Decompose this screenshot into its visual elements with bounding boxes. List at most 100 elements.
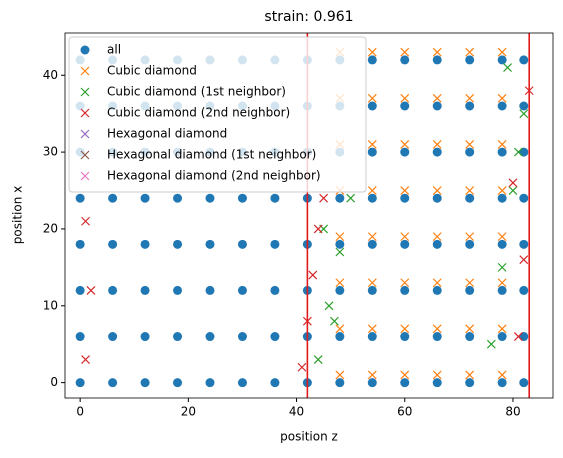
legend-marker bbox=[80, 66, 90, 76]
point bbox=[519, 378, 529, 388]
point bbox=[346, 193, 356, 203]
point bbox=[237, 378, 247, 388]
legend: all Cubic diamond Cubic diamond (1st neigh… bbox=[68, 36, 367, 193]
legend-label: Hexagonal diamond bbox=[107, 127, 227, 141]
point bbox=[519, 101, 529, 111]
point bbox=[335, 278, 345, 288]
legend-marker bbox=[80, 45, 90, 55]
point bbox=[330, 316, 339, 326]
point bbox=[465, 370, 475, 380]
point bbox=[432, 139, 442, 149]
y-axis-label: position x bbox=[11, 186, 25, 244]
point bbox=[513, 147, 523, 157]
point bbox=[75, 193, 85, 203]
point bbox=[205, 193, 215, 203]
legend-label: Hexagonal diamond (2nd neighbor) bbox=[107, 169, 321, 183]
x-tick-label: 80 bbox=[505, 405, 520, 419]
point bbox=[173, 239, 183, 249]
legend-marker bbox=[80, 129, 90, 139]
point bbox=[400, 55, 410, 65]
legend-marker bbox=[80, 150, 90, 160]
point bbox=[75, 378, 85, 388]
point bbox=[108, 285, 118, 295]
point bbox=[367, 101, 377, 111]
y-tick-label: 40 bbox=[43, 68, 58, 82]
point bbox=[308, 270, 318, 280]
point bbox=[367, 285, 377, 295]
point bbox=[497, 186, 507, 195]
legend-label: Cubic diamond (2nd neighbor) bbox=[107, 106, 290, 120]
point bbox=[400, 147, 410, 157]
point bbox=[432, 186, 442, 195]
point bbox=[140, 285, 150, 295]
point bbox=[432, 147, 442, 157]
x-axis-label: position z bbox=[280, 430, 338, 444]
x-tick-label: 0 bbox=[76, 405, 84, 419]
point bbox=[465, 147, 475, 157]
point bbox=[367, 93, 377, 103]
point bbox=[508, 178, 518, 188]
point bbox=[400, 101, 410, 111]
legend-box bbox=[68, 36, 367, 193]
point bbox=[519, 255, 529, 265]
point bbox=[86, 285, 96, 295]
x-tick-label: 20 bbox=[181, 405, 196, 419]
point bbox=[367, 139, 377, 149]
point bbox=[108, 378, 118, 388]
point bbox=[400, 324, 410, 334]
point bbox=[465, 101, 475, 111]
point bbox=[108, 193, 118, 203]
point bbox=[335, 370, 345, 380]
point bbox=[465, 278, 475, 288]
point bbox=[432, 101, 442, 111]
point bbox=[400, 93, 410, 103]
point bbox=[400, 378, 410, 388]
point bbox=[75, 239, 85, 249]
point bbox=[335, 193, 345, 203]
point bbox=[335, 239, 345, 249]
point bbox=[519, 285, 529, 295]
point bbox=[173, 285, 183, 295]
point bbox=[237, 332, 247, 342]
point bbox=[173, 193, 183, 203]
point bbox=[465, 139, 475, 149]
point bbox=[400, 278, 410, 288]
point bbox=[497, 239, 507, 249]
point bbox=[503, 63, 512, 73]
y-tick-label: 20 bbox=[43, 221, 58, 235]
point bbox=[319, 193, 329, 203]
point bbox=[367, 147, 377, 157]
legend-marker bbox=[80, 171, 90, 181]
point bbox=[432, 285, 442, 295]
point bbox=[432, 93, 442, 103]
point bbox=[513, 332, 523, 341]
point bbox=[313, 355, 323, 365]
point bbox=[465, 232, 475, 242]
legend-label: all bbox=[107, 43, 121, 57]
point bbox=[497, 378, 507, 388]
point bbox=[270, 332, 280, 342]
chart-title: strain: 0.961 bbox=[264, 9, 353, 25]
point bbox=[324, 301, 334, 311]
point bbox=[400, 332, 410, 342]
point bbox=[367, 186, 377, 195]
point bbox=[400, 186, 410, 195]
point bbox=[270, 193, 280, 203]
point bbox=[432, 239, 442, 249]
point bbox=[465, 324, 475, 334]
point bbox=[400, 232, 410, 242]
point bbox=[367, 278, 377, 288]
point bbox=[497, 55, 507, 65]
point bbox=[237, 193, 247, 203]
point bbox=[432, 278, 442, 288]
legend-label: Hexagonal diamond (1st neighbor) bbox=[107, 148, 316, 162]
point bbox=[497, 232, 507, 242]
point bbox=[508, 186, 518, 195]
point bbox=[519, 109, 529, 119]
point bbox=[400, 370, 410, 380]
point bbox=[205, 332, 215, 342]
point bbox=[432, 47, 442, 57]
point bbox=[400, 285, 410, 295]
point bbox=[465, 378, 475, 388]
